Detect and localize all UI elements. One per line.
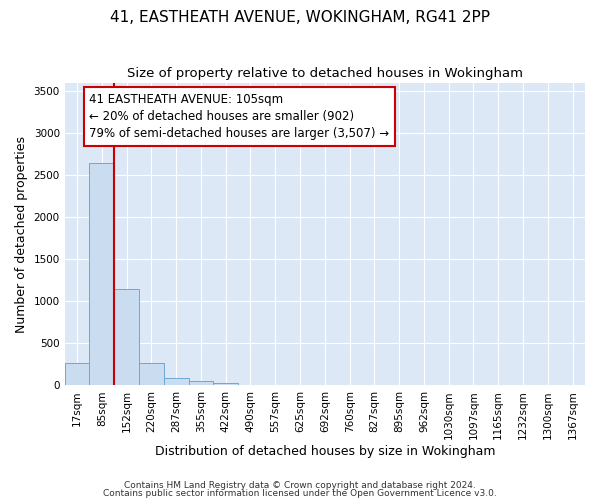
X-axis label: Distribution of detached houses by size in Wokingham: Distribution of detached houses by size … [155, 444, 495, 458]
Bar [188, 381, 214, 386]
Bar [114, 289, 139, 386]
Bar [139, 362, 164, 386]
Bar [65, 362, 89, 386]
Bar [164, 378, 188, 386]
Text: 41 EASTHEATH AVENUE: 105sqm
← 20% of detached houses are smaller (902)
79% of se: 41 EASTHEATH AVENUE: 105sqm ← 20% of det… [89, 93, 389, 140]
Text: 41, EASTHEATH AVENUE, WOKINGHAM, RG41 2PP: 41, EASTHEATH AVENUE, WOKINGHAM, RG41 2P… [110, 10, 490, 25]
Bar [89, 163, 114, 386]
Y-axis label: Number of detached properties: Number of detached properties [15, 136, 28, 332]
Bar [214, 383, 238, 386]
Text: Contains HM Land Registry data © Crown copyright and database right 2024.: Contains HM Land Registry data © Crown c… [124, 481, 476, 490]
Text: Contains public sector information licensed under the Open Government Licence v3: Contains public sector information licen… [103, 488, 497, 498]
Title: Size of property relative to detached houses in Wokingham: Size of property relative to detached ho… [127, 68, 523, 80]
